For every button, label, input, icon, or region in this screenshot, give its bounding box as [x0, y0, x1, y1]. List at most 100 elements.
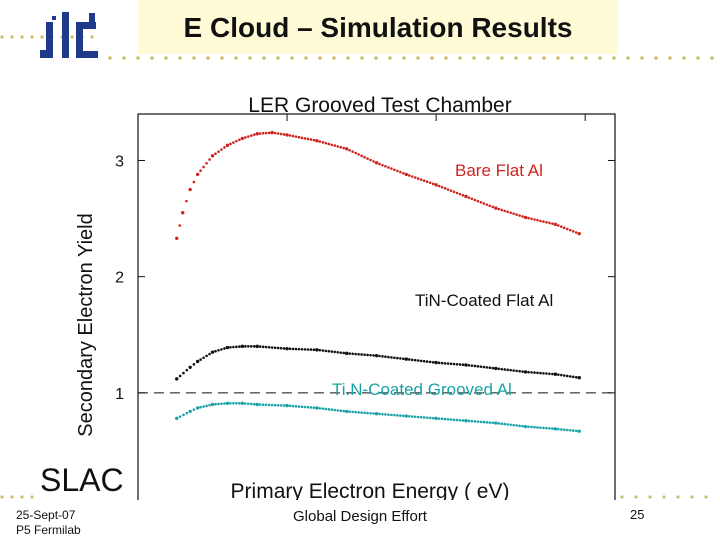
curve-dot [264, 403, 268, 407]
border-dot [0, 35, 4, 39]
border-dot [500, 56, 504, 60]
curve-dot [360, 353, 363, 356]
curve-dot [235, 401, 238, 405]
curve-dot [348, 410, 351, 413]
data-point [494, 421, 498, 425]
curve-dot [506, 423, 509, 426]
border-dot [30, 35, 34, 39]
curve-dot [282, 133, 286, 136]
curve-dot [372, 412, 375, 415]
data-point [577, 429, 581, 433]
border-dot [30, 495, 34, 499]
border-dot [374, 56, 378, 60]
curve-dot [497, 422, 501, 425]
border-dot [612, 56, 616, 60]
border-dot [10, 495, 14, 499]
border-dot [416, 56, 420, 60]
curve-dot [396, 356, 399, 360]
curve-dot [387, 166, 390, 169]
border-dot [704, 495, 708, 499]
venue-line: P5 Fermilab [16, 523, 81, 537]
data-point [577, 376, 581, 380]
data-point [494, 206, 498, 210]
curve-dot [530, 425, 533, 429]
date-block: 25-Sept-07 P5 Fermilab [16, 508, 81, 538]
curve-dot [267, 403, 271, 407]
curve-dot [182, 413, 185, 417]
curve-dot [518, 424, 521, 428]
border-dot [164, 56, 168, 60]
curve-dot [557, 427, 560, 431]
curve-dot [384, 164, 387, 168]
curve-dot [545, 426, 548, 430]
border-dot [654, 56, 658, 60]
curve-dot [568, 375, 572, 378]
curve-dot [363, 155, 366, 159]
curve-dot [318, 348, 322, 352]
curve-dot [178, 224, 182, 227]
curve-dot [568, 228, 572, 232]
data-point [181, 211, 185, 215]
curve-dot [288, 404, 292, 408]
curve-dot [515, 213, 518, 216]
curve-dot [470, 419, 474, 423]
curve-dot [410, 415, 414, 418]
curve-dot [297, 405, 301, 408]
data-point [188, 187, 192, 192]
curve-dot [574, 375, 578, 379]
curve-dot [363, 411, 366, 415]
data-point [175, 416, 179, 421]
curve-dot [416, 177, 420, 180]
border-dot [640, 56, 644, 60]
curve-dot [199, 169, 202, 172]
curve-dot [244, 345, 247, 348]
curve-dot [518, 369, 521, 373]
curve-dot [205, 354, 208, 358]
curve-dot [208, 352, 211, 356]
curve-dot [333, 408, 337, 412]
curve-dot [428, 360, 432, 364]
curve-dot [300, 405, 304, 409]
border-dot [318, 56, 322, 60]
curve-dot [497, 207, 501, 211]
series-2 [175, 344, 581, 381]
curve-dot [479, 365, 483, 368]
data-point [553, 372, 558, 376]
border-dot [332, 56, 336, 60]
curve-dot [536, 218, 539, 222]
curve-dot [416, 359, 420, 362]
curve-dot [223, 347, 226, 350]
curve-dot [446, 418, 450, 421]
curve-dot [425, 360, 429, 363]
curve-dot [339, 409, 343, 413]
curve-dot [294, 135, 298, 138]
curve-dot [366, 353, 369, 357]
curve-dot [229, 142, 232, 146]
curve-dot [387, 355, 390, 359]
curve-dot [342, 146, 346, 150]
curve-dot [235, 139, 238, 143]
curve-dot [396, 169, 399, 173]
curve-dot [229, 401, 232, 405]
curve-dot [425, 416, 429, 419]
data-point [434, 416, 438, 421]
curve-dot [566, 227, 569, 231]
curve-dot [327, 142, 331, 146]
curve-dot [476, 420, 480, 423]
data-point [523, 370, 528, 374]
border-dot [648, 495, 652, 499]
decorative-dot-border-top [0, 35, 714, 60]
curve-dot [303, 137, 307, 140]
curve-dot [473, 198, 477, 202]
border-dot [248, 56, 252, 60]
curve-dot [452, 190, 456, 194]
border-dot [528, 56, 532, 60]
border-dot [108, 56, 112, 60]
curve-dot [551, 222, 554, 225]
data-point [464, 194, 468, 199]
date-line: 25-Sept-07 [16, 508, 76, 522]
curve-dot [324, 141, 328, 145]
curve-dot [551, 427, 554, 430]
data-point [464, 363, 468, 367]
curve-dot [419, 178, 423, 181]
